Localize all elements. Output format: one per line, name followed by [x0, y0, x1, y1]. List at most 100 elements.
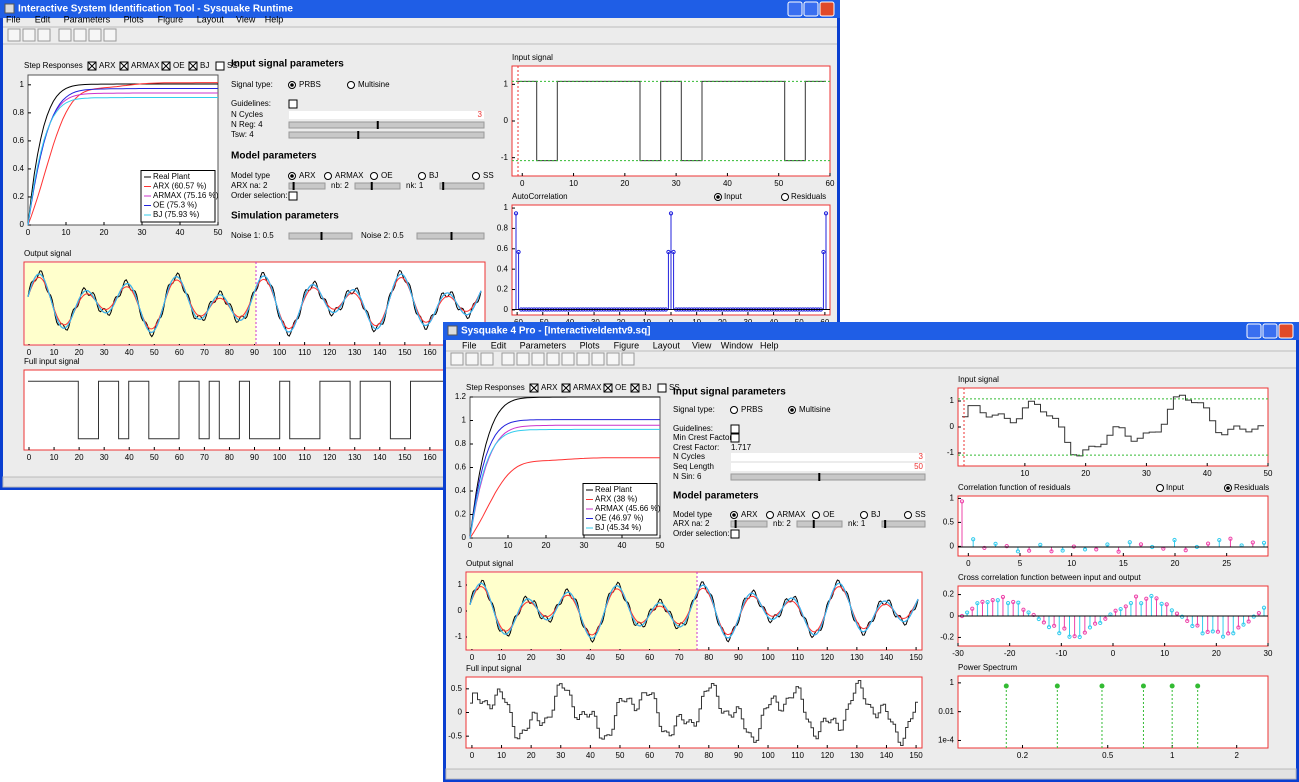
checkbox[interactable]: [288, 99, 298, 109]
radio-label[interactable]: BJ: [429, 171, 438, 180]
radio-label[interactable]: ARX: [299, 171, 316, 180]
menu-item[interactable]: File: [462, 340, 477, 350]
slider-track[interactable]: [288, 131, 485, 139]
slider-knob[interactable]: [292, 182, 295, 190]
menu-item[interactable]: Edit: [491, 340, 507, 350]
toolbar-button[interactable]: [58, 28, 72, 42]
checkbox-label[interactable]: OE: [615, 383, 627, 392]
checkbox-label[interactable]: BJ: [642, 383, 651, 392]
menu-item[interactable]: Figure: [614, 340, 640, 350]
radio-button[interactable]: [472, 172, 480, 180]
checkbox-label[interactable]: ARMAX: [131, 61, 160, 70]
window-button[interactable]: [1262, 323, 1278, 339]
checkbox[interactable]: [657, 383, 667, 393]
slider-knob[interactable]: [734, 520, 737, 528]
checkbox[interactable]: [288, 191, 298, 201]
radio-label[interactable]: SS: [483, 171, 494, 180]
radio-button[interactable]: [766, 511, 774, 519]
window-button[interactable]: [787, 1, 803, 17]
radio-button[interactable]: [860, 511, 868, 519]
radio-label[interactable]: BJ: [871, 510, 880, 519]
slider-knob[interactable]: [320, 232, 323, 240]
window-button[interactable]: [1246, 323, 1262, 339]
slider-track[interactable]: [354, 182, 401, 190]
menu-item[interactable]: Edit: [35, 14, 51, 24]
toolbar-button[interactable]: [480, 352, 494, 366]
slider-knob[interactable]: [450, 232, 453, 240]
menu-item[interactable]: Plots: [580, 340, 601, 350]
slider-track[interactable]: [288, 121, 485, 129]
slider-knob[interactable]: [370, 182, 373, 190]
checkbox-label[interactable]: OE: [173, 61, 185, 70]
slider-knob[interactable]: [357, 131, 360, 139]
toolbar-button[interactable]: [591, 352, 605, 366]
menu-item[interactable]: Plots: [124, 14, 145, 24]
slider-track[interactable]: [881, 520, 926, 528]
slider-track[interactable]: [730, 473, 926, 481]
menu-item[interactable]: Figure: [158, 14, 184, 24]
text-field[interactable]: [731, 453, 925, 461]
slider-knob[interactable]: [442, 182, 445, 190]
radio-label[interactable]: PRBS: [299, 80, 321, 89]
menu-item[interactable]: Help: [265, 14, 284, 24]
radio-label[interactable]: Input: [724, 192, 743, 201]
toolbar-button[interactable]: [22, 28, 36, 42]
toolbar-button[interactable]: [88, 28, 102, 42]
window-button[interactable]: [819, 1, 835, 17]
toolbar-button[interactable]: [621, 352, 635, 366]
toolbar-button[interactable]: [450, 352, 464, 366]
toolbar-button[interactable]: [73, 28, 87, 42]
radio-label[interactable]: OE: [823, 510, 835, 519]
checkbox-label[interactable]: SS: [227, 61, 238, 70]
menu-item[interactable]: Layout: [653, 340, 681, 350]
slider-knob[interactable]: [884, 520, 887, 528]
radio-label[interactable]: Multisine: [799, 405, 831, 414]
radio-label[interactable]: Residuals: [1234, 483, 1269, 492]
toolbar-button[interactable]: [37, 28, 51, 42]
checkbox-label[interactable]: ARX: [99, 61, 116, 70]
toolbar-button[interactable]: [7, 28, 21, 42]
slider-knob[interactable]: [812, 520, 815, 528]
checkbox-label[interactable]: SS: [669, 383, 680, 392]
radio-button[interactable]: [781, 193, 789, 201]
menu-item[interactable]: View: [236, 14, 256, 24]
radio-button[interactable]: [904, 511, 912, 519]
slider-track[interactable]: [288, 182, 326, 190]
window-button[interactable]: [1278, 323, 1294, 339]
slider-track[interactable]: [730, 520, 768, 528]
slider-knob[interactable]: [818, 473, 821, 481]
radio-label[interactable]: Residuals: [791, 192, 826, 201]
menu-item[interactable]: Help: [760, 340, 779, 350]
radio-button[interactable]: [1156, 484, 1164, 492]
toolbar-button[interactable]: [531, 352, 545, 366]
toolbar-button[interactable]: [516, 352, 530, 366]
slider-track[interactable]: [439, 182, 485, 190]
slider-track[interactable]: [796, 520, 843, 528]
menu-item[interactable]: Parameters: [520, 340, 567, 350]
radio-button[interactable]: [324, 172, 332, 180]
toolbar-button[interactable]: [606, 352, 620, 366]
menu-item[interactable]: Parameters: [64, 14, 111, 24]
radio-label[interactable]: PRBS: [741, 405, 763, 414]
checkbox-label[interactable]: ARX: [541, 383, 558, 392]
menu-item[interactable]: Window: [721, 340, 754, 350]
radio-label[interactable]: ARMAX: [335, 171, 364, 180]
menu-item[interactable]: View: [692, 340, 712, 350]
toolbar-button[interactable]: [501, 352, 515, 366]
checkbox-label[interactable]: BJ: [200, 61, 209, 70]
radio-label[interactable]: ARX: [741, 510, 758, 519]
text-field[interactable]: [731, 463, 925, 471]
radio-button[interactable]: [347, 81, 355, 89]
checkbox[interactable]: [215, 61, 225, 71]
text-field[interactable]: [289, 111, 484, 119]
slider-knob[interactable]: [376, 121, 379, 129]
radio-label[interactable]: Multisine: [358, 80, 390, 89]
toolbar-button[interactable]: [576, 352, 590, 366]
checkbox[interactable]: [730, 529, 740, 539]
menu-item[interactable]: File: [6, 14, 21, 24]
window-button[interactable]: [803, 1, 819, 17]
toolbar-button[interactable]: [561, 352, 575, 366]
menu-item[interactable]: Layout: [197, 14, 225, 24]
radio-button[interactable]: [370, 172, 378, 180]
radio-label[interactable]: Input: [1166, 483, 1185, 492]
